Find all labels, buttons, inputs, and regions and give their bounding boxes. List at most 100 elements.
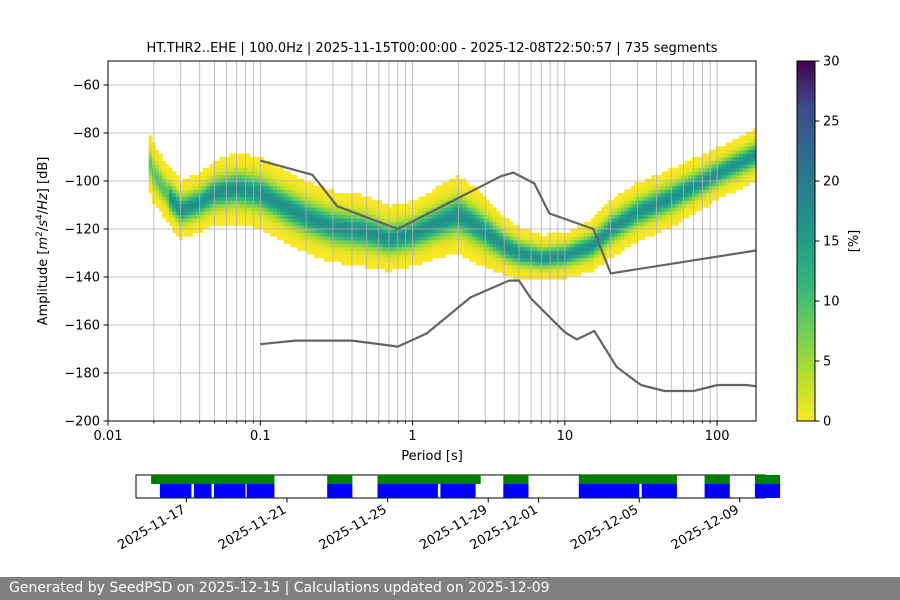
heatmap-cell [239, 182, 244, 187]
heatmap-cell [233, 218, 237, 223]
heatmap-cell [418, 203, 423, 208]
heatmap-cell [459, 236, 463, 241]
heatmap-cell [455, 225, 460, 230]
heatmap-cell [337, 203, 342, 208]
heatmap-cell [394, 243, 399, 248]
heatmap-cell [432, 243, 436, 248]
heatmap-cell [553, 250, 558, 255]
heatmap-cell [455, 247, 460, 251]
heatmap-cell [708, 193, 713, 197]
heatmap-cell [698, 167, 703, 172]
heatmap-cell [361, 218, 366, 223]
heatmap-cell [243, 164, 247, 169]
heatmap-cell [459, 218, 463, 223]
heatmap-cell [604, 243, 608, 248]
heatmap-cell [519, 229, 524, 233]
heatmap-cell [459, 225, 463, 230]
heatmap-cell [658, 203, 662, 208]
heatmap-cell [533, 236, 538, 241]
heatmap-cell [405, 265, 409, 269]
heatmap-cell [475, 243, 480, 248]
heatmap-cell [290, 200, 295, 205]
chart-title: HT.THR2..EHE | 100.0Hz | 2025-11-15T00:0… [147, 41, 718, 56]
heatmap-cell [671, 196, 676, 201]
heatmap-cell [610, 250, 615, 255]
heatmap-cell [206, 185, 210, 190]
heatmap-cell [401, 221, 406, 226]
heatmap-cell [263, 193, 268, 197]
heatmap-cell [455, 193, 460, 197]
heatmap-cell [297, 211, 301, 215]
heatmap-cell [749, 142, 754, 147]
heatmap-cell [475, 239, 480, 244]
date-tick-label: 2025-12-09 [669, 502, 742, 553]
heatmap-cell [172, 196, 177, 201]
heatmap-cell [644, 189, 649, 194]
heatmap-cell [367, 239, 372, 244]
heatmap-cell [425, 225, 430, 230]
heatmap-cell [337, 207, 342, 212]
heatmap-cell [695, 200, 700, 205]
heatmap-cell [465, 239, 470, 244]
heatmap-cell [475, 196, 480, 201]
heatmap-cell [341, 200, 345, 205]
heatmap-cell [324, 207, 328, 212]
heatmap-cell [314, 247, 318, 251]
heatmap-cell [526, 236, 531, 241]
heatmap-cell [435, 247, 440, 251]
heatmap-cell [233, 196, 237, 201]
heatmap-cell [162, 193, 166, 197]
heatmap-cell [405, 236, 409, 241]
heatmap-cell [418, 236, 423, 241]
heatmap-cell [580, 247, 585, 251]
heatmap-cell [702, 189, 706, 194]
heatmap-cell [489, 221, 494, 226]
heatmap-cell [502, 254, 507, 259]
heatmap-cell [496, 261, 500, 266]
heatmap-cell [172, 200, 177, 205]
heatmap-cell [233, 200, 237, 205]
heatmap-cell [469, 229, 473, 233]
heatmap-cell [543, 254, 548, 259]
heatmap-cell [567, 243, 571, 248]
heatmap-cell [540, 265, 544, 269]
heatmap-cell [590, 268, 595, 273]
heatmap-cell [297, 214, 301, 219]
heatmap-cell [614, 232, 619, 237]
heatmap-cell [634, 203, 639, 208]
heatmap-cell [627, 232, 632, 237]
heatmap-cell [735, 175, 740, 179]
heatmap-cell [327, 221, 332, 226]
heatmap-cell [583, 243, 588, 248]
heatmap-cell [162, 211, 166, 215]
data-segment [503, 484, 529, 498]
heatmap-cell [479, 218, 484, 223]
heatmap-cell [729, 185, 733, 190]
heatmap-cell [442, 214, 446, 219]
heatmap-cell [563, 272, 568, 277]
heatmap-cell [729, 189, 733, 194]
heatmap-cell [357, 225, 362, 230]
heatmap-cell [357, 232, 362, 237]
heatmap-cell [634, 214, 639, 219]
heatmap-cell [384, 207, 389, 212]
heatmap-cell [209, 185, 214, 190]
heatmap-cell [675, 218, 679, 223]
heatmap-cell [455, 243, 460, 248]
heatmap-cell [297, 207, 301, 212]
heatmap-cell [310, 203, 315, 208]
heatmap-cell [675, 175, 679, 179]
heatmap-cell [334, 218, 339, 223]
heatmap-cell [452, 193, 457, 197]
heatmap-cell [452, 203, 457, 208]
heatmap-cell [702, 171, 706, 176]
heatmap-cell [327, 239, 332, 244]
heatmap-cell [418, 225, 423, 230]
heatmap-cell [708, 167, 713, 172]
heatmap-cell [526, 257, 531, 262]
heatmap-cell [165, 200, 170, 205]
heatmap-cell [634, 207, 639, 212]
heatmap-cell [482, 247, 487, 251]
heatmap-cell [459, 214, 463, 219]
heatmap-cell [702, 157, 706, 161]
